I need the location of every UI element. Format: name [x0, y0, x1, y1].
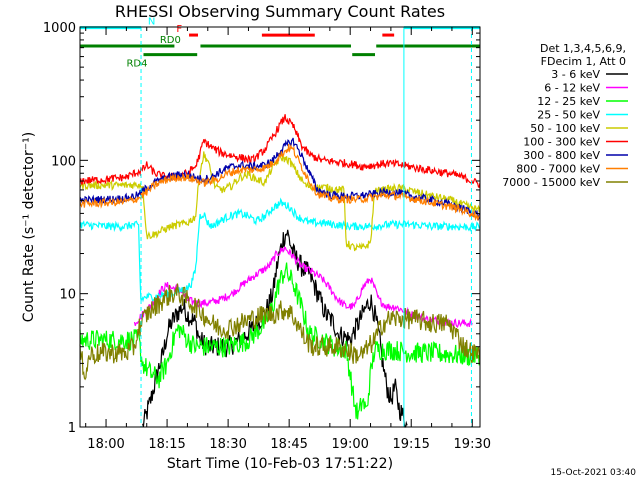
series-line-6 [79, 114, 481, 188]
series-line-9 [79, 283, 481, 381]
legend-label-5: 50 - 100 keV [530, 122, 600, 135]
axis-ticks: 18:00 18:15 18:30 18:45 19:00 19:15 19:30 1 10 10… [43, 21, 491, 452]
y-tick-label-2: 10 [59, 288, 76, 303]
x-tick-label-6: 19:15 [392, 437, 429, 452]
legend-header-2: FDecim 1, Att 0 [541, 55, 626, 68]
x-tick-label-7: 19:30 [454, 437, 491, 452]
plot-frame [79, 26, 481, 428]
legend-label-6: 100 - 300 keV [523, 136, 600, 149]
legend-label-1: 3 - 6 keV [551, 68, 600, 81]
flag-label-f: F [176, 24, 182, 35]
series-line-7 [79, 137, 481, 221]
x-tick-label-4: 18:45 [270, 437, 307, 452]
x-tick-label-2: 18:15 [148, 437, 185, 452]
y-tick-label-4: 1000 [43, 21, 76, 36]
legend-label-2: 6 - 12 keV [544, 82, 600, 95]
legend-header-1: Det 1,3,4,5,6,9, [540, 42, 626, 55]
legend-label-3: 12 - 25 keV [537, 95, 600, 108]
legend-label-4: 25 - 50 keV [537, 109, 600, 122]
y-tick-label-3: 100 [51, 154, 76, 169]
legend: Det 1,3,4,5,6,9,FDecim 1, Att 03 - 6 keV… [502, 42, 628, 189]
chart-title: RHESSI Observing Summary Count Rates [115, 2, 445, 21]
x-tick-label-5: 19:00 [331, 437, 368, 452]
y-axis-label: Count Rate (s⁻¹ detector⁻¹) [21, 132, 37, 322]
series-line-3 [79, 262, 481, 420]
flag-label-rd0: RD0 [160, 35, 181, 46]
x-tick-label-1: 18:00 [87, 437, 124, 452]
generation-timestamp: 15-Oct-2021 03:40 [551, 468, 637, 478]
series-line-4 [79, 197, 480, 303]
legend-label-7: 300 - 800 keV [523, 149, 600, 162]
x-tick-label-3: 18:30 [209, 437, 246, 452]
legend-label-8: 800 - 7000 keV [516, 163, 600, 176]
series-line-1 [142, 229, 408, 428]
y-tick-label-1: 1 [68, 421, 76, 436]
series-line-8 [79, 143, 481, 222]
x-axis-label: Start Time (10-Feb-03 17:51:22) [167, 456, 393, 472]
flag-label-n: N [148, 17, 155, 28]
series-lines [79, 114, 481, 428]
vertical-markers [140, 27, 472, 427]
legend-label-9: 7000 - 15000 keV [502, 176, 600, 189]
flag-label-rd4: RD4 [126, 59, 147, 70]
